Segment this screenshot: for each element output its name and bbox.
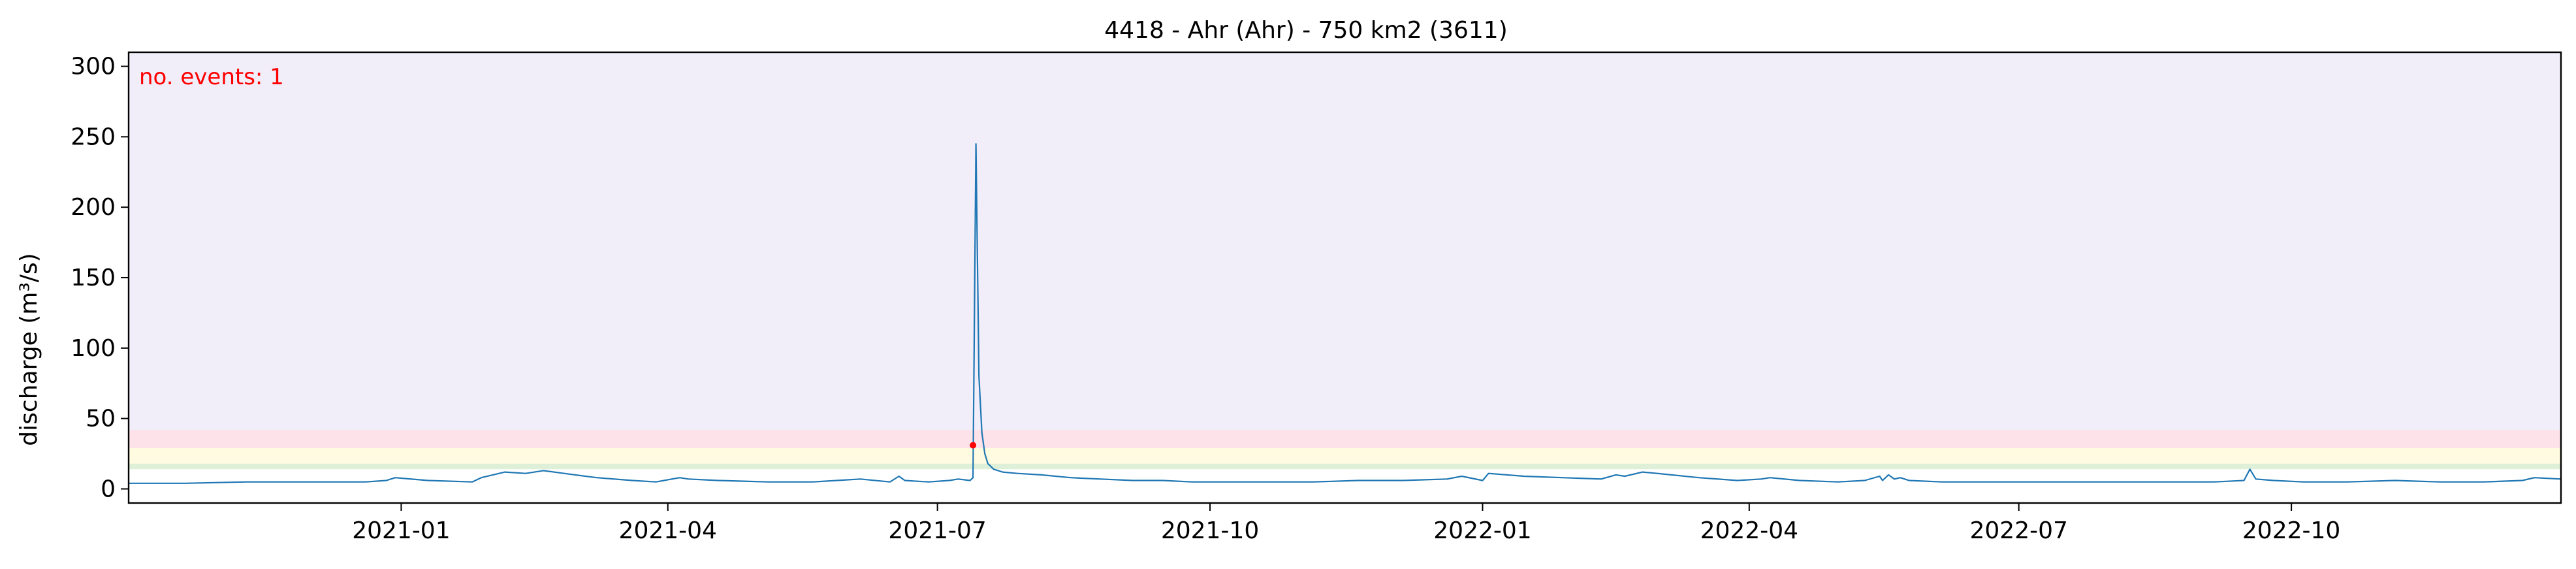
x-tick-label: 2022-01 [1433, 517, 1531, 544]
threshold-band-2 [129, 447, 2561, 464]
y-tick-label: 50 [86, 406, 116, 432]
y-tick-label: 200 [71, 194, 116, 221]
y-tick-label: 300 [71, 54, 116, 80]
y-tick-label: 150 [71, 265, 116, 291]
plot-area: 0 50 100 150 200 250 300 2021-01 2021-04 2021-07 2… [71, 51, 2562, 544]
y-tick-label: 250 [71, 123, 116, 150]
y-tick-label: 100 [71, 335, 116, 362]
threshold-band-1 [129, 463, 2561, 470]
chart-title: 4418 - Ahr (Ahr) - 750 km2 (3611) [1104, 17, 1508, 44]
event-marker [970, 442, 977, 449]
x-tick-label: 2021-04 [619, 517, 717, 544]
x-tick-label: 2021-07 [888, 517, 986, 544]
y-axis-label: discharge (m³/s) [16, 253, 42, 446]
event-count-annotation: no. events: 1 [139, 64, 284, 90]
discharge-series-line [129, 143, 2562, 484]
x-tick-label: 2021-01 [352, 517, 450, 544]
threshold-band-3 [129, 429, 2561, 448]
x-tick-label: 2022-04 [1700, 517, 1798, 544]
x-tick-label: 2022-07 [1969, 517, 2067, 544]
x-tick-label: 2022-10 [2242, 517, 2340, 544]
threshold-band-4 [129, 52, 2561, 430]
x-tick-label: 2021-10 [1161, 517, 1259, 544]
y-tick-label: 0 [101, 476, 116, 502]
